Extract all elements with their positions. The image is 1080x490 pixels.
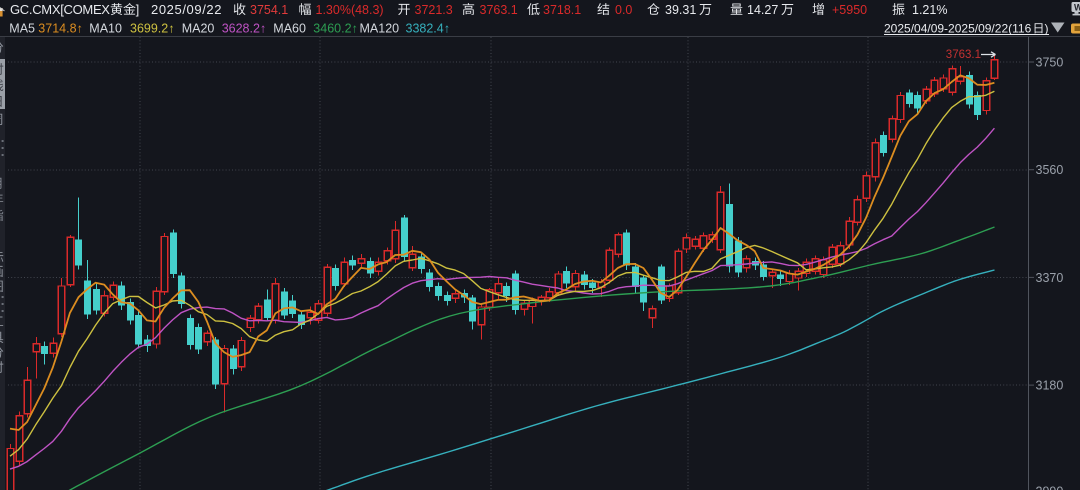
svg-text:3560: 3560 xyxy=(1036,163,1064,177)
svg-text:3382.4↑: 3382.4↑ xyxy=(406,22,450,36)
svg-text:3763.1: 3763.1 xyxy=(946,49,981,61)
svg-text:3754.1: 3754.1 xyxy=(250,3,288,17)
svg-text:3750: 3750 xyxy=(1036,55,1064,69)
svg-text:3721.3: 3721.3 xyxy=(415,3,453,17)
svg-text:39.31: 39.31 xyxy=(665,3,696,17)
svg-text:]: ] xyxy=(136,3,139,17)
svg-text:3699.2↑: 3699.2↑ xyxy=(130,22,174,36)
svg-text:W: W xyxy=(1074,3,1080,13)
svg-text:3763.1: 3763.1 xyxy=(480,3,518,17)
svg-text:3628.2↑: 3628.2↑ xyxy=(222,22,266,36)
svg-text:1.30%(48.3): 1.30%(48.3) xyxy=(316,3,384,17)
svg-text:3714.8↑: 3714.8↑ xyxy=(38,22,82,36)
svg-text:3370: 3370 xyxy=(1036,271,1064,285)
svg-text:1.21%: 1.21% xyxy=(912,3,947,17)
svg-text:GC.CMX[COMEX: GC.CMX[COMEX xyxy=(10,2,110,17)
svg-text:2025/09/22: 2025/09/22 xyxy=(151,2,222,17)
svg-text:3460.2↑: 3460.2↑ xyxy=(313,22,357,36)
svg-text:MA20: MA20 xyxy=(182,22,215,36)
svg-text:MA120: MA120 xyxy=(360,22,400,36)
svg-text:14.27: 14.27 xyxy=(747,3,778,17)
svg-text:2025/04/09-2025/09/22(116: 2025/04/09-2025/09/22(116 xyxy=(884,22,1032,36)
svg-text:3180: 3180 xyxy=(1036,379,1064,393)
svg-text:MA10: MA10 xyxy=(89,22,122,36)
svg-text:MA60: MA60 xyxy=(273,22,306,36)
svg-text:MA5: MA5 xyxy=(9,22,35,36)
svg-text:0.0: 0.0 xyxy=(615,3,632,17)
svg-text:2990: 2990 xyxy=(1036,485,1064,490)
svg-text:): ) xyxy=(1045,22,1049,36)
svg-text:3718.1: 3718.1 xyxy=(543,3,581,17)
svg-text:+5950: +5950 xyxy=(832,3,867,17)
